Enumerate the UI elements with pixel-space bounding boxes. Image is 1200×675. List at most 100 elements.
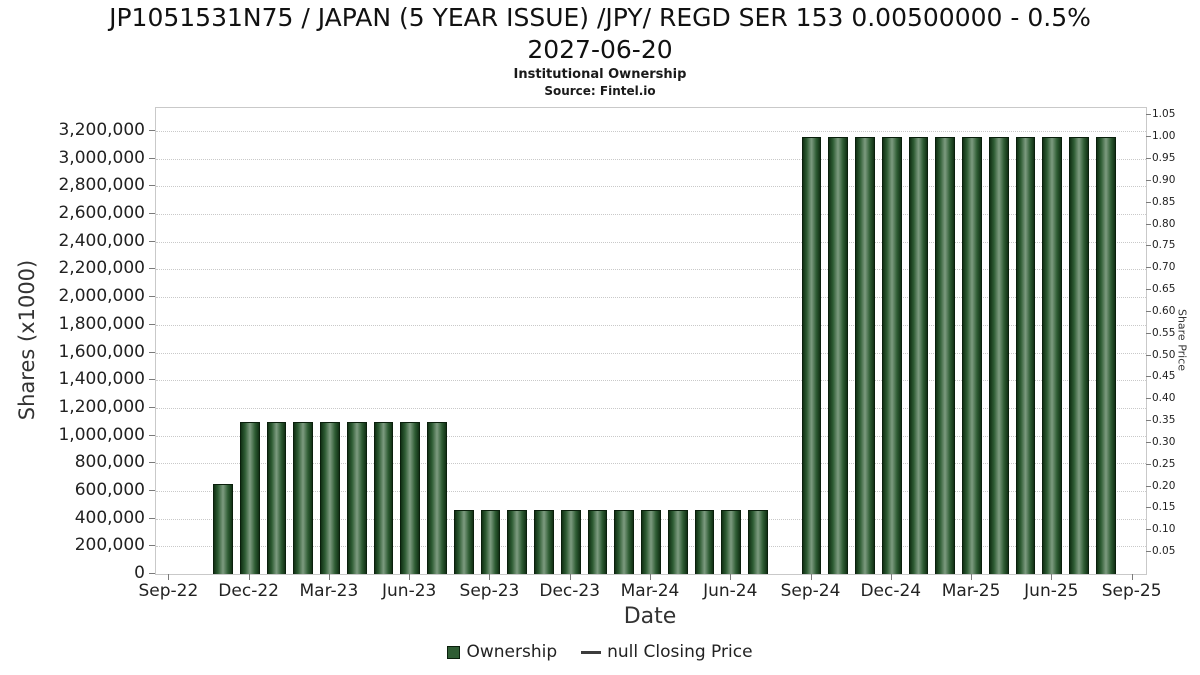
right-axis-tick-mark xyxy=(1146,529,1151,531)
ownership-bar xyxy=(908,136,929,574)
y-axis-tick-label: 1,400,000 xyxy=(58,369,145,390)
x-axis-tick-mark xyxy=(489,574,491,580)
right-axis-tick-mark xyxy=(1146,310,1151,312)
chart-title-line1: JP1051531N75 / JAPAN (5 YEAR ISSUE) /JPY… xyxy=(109,3,1091,32)
right-axis-tick-label: 0.40 xyxy=(1152,392,1176,405)
chart-title-line2: 2027-06-20 xyxy=(527,35,673,64)
x-axis-tick-mark xyxy=(409,574,411,580)
ownership-bar xyxy=(373,421,394,574)
y-axis-tick-label: 2,600,000 xyxy=(58,203,145,224)
ownership-bar xyxy=(400,421,421,574)
gridline xyxy=(156,158,1146,160)
gridline xyxy=(156,490,1146,492)
ownership-bar xyxy=(239,421,260,574)
gridline xyxy=(156,297,1146,299)
right-axis-tick-mark xyxy=(1146,267,1151,269)
x-axis-tick-label: Sep-25 xyxy=(1101,581,1162,601)
ownership-bar xyxy=(1042,136,1063,574)
y-axis-tick-mark xyxy=(149,323,155,325)
x-axis-tick-mark xyxy=(248,574,250,580)
x-axis-tick-label: Dec-24 xyxy=(860,581,922,601)
right-axis-tick-label: 0.60 xyxy=(1152,304,1176,317)
gridline xyxy=(156,435,1146,437)
ownership-bar xyxy=(855,136,875,574)
right-axis-tick-mark xyxy=(1146,136,1151,138)
x-axis-tick-label: Mar-24 xyxy=(620,581,680,601)
ownership-bar xyxy=(962,136,982,574)
gridline xyxy=(156,186,1146,188)
right-axis-tick-mark xyxy=(1146,223,1151,225)
gridline xyxy=(156,352,1146,354)
ownership-bar xyxy=(320,421,340,574)
x-axis-tick-mark xyxy=(1131,574,1133,580)
ownership-bar xyxy=(988,136,1009,574)
ownership-bar xyxy=(641,510,661,574)
y-axis-tick-label: 400,000 xyxy=(74,507,145,528)
y-axis-tick-label: 800,000 xyxy=(74,452,145,473)
right-axis-tick-label: 0.45 xyxy=(1152,370,1176,383)
x-axis-tick-mark xyxy=(650,574,651,580)
y-axis-tick-label: 2,800,000 xyxy=(58,175,145,196)
x-axis-tick-label: Jun-25 xyxy=(1024,581,1079,601)
right-axis-tick-mark xyxy=(1146,332,1151,334)
x-axis-tick-mark xyxy=(1051,574,1053,580)
x-axis-tick-mark xyxy=(971,574,973,580)
gridline xyxy=(156,241,1146,243)
x-axis-tick-label: Mar-23 xyxy=(299,581,359,601)
right-axis-tick-mark xyxy=(1146,398,1151,400)
y-axis-tick-mark xyxy=(149,157,155,159)
ownership-bar xyxy=(1069,136,1089,574)
ownership-legend-label: Ownership xyxy=(466,642,558,662)
gridline xyxy=(156,269,1146,271)
y-axis-tick-mark xyxy=(149,268,155,270)
x-axis-tick-mark xyxy=(730,574,732,580)
right-axis-tick-mark xyxy=(1146,376,1151,378)
chart-subtitle: Institutional Ownership xyxy=(513,67,687,82)
price-legend-line-icon xyxy=(581,650,602,654)
ownership-bar xyxy=(293,421,314,574)
legend: Ownership null Closing Price xyxy=(0,642,1200,662)
gridline xyxy=(156,214,1146,216)
right-axis-tick-label: 0.35 xyxy=(1152,414,1176,427)
right-axis-tick-label: 0.20 xyxy=(1152,479,1176,492)
plot-area xyxy=(155,107,1147,575)
y-axis-tick-label: 1,200,000 xyxy=(58,396,145,417)
ownership-bar xyxy=(935,136,956,574)
right-axis-tick-label: 0.70 xyxy=(1152,261,1176,274)
x-axis-tick-label: Mar-25 xyxy=(941,581,1001,601)
ownership-bar xyxy=(828,136,849,574)
ownership-bar xyxy=(721,510,742,574)
gridline xyxy=(156,324,1146,326)
right-axis-tick-mark xyxy=(1146,463,1151,465)
right-axis-tick-mark xyxy=(1146,157,1151,159)
x-axis-label: Date xyxy=(623,604,677,629)
y-axis-tick-mark xyxy=(149,489,155,491)
ownership-bar xyxy=(453,510,474,574)
y-axis-tick-label: 1,600,000 xyxy=(58,341,145,362)
ownership-legend-swatch xyxy=(447,645,461,659)
ownership-bar xyxy=(560,510,581,574)
gridline xyxy=(156,463,1146,465)
y-axis-tick-label: 1,800,000 xyxy=(58,313,145,334)
y-axis-tick-mark xyxy=(149,434,155,436)
ownership-bar xyxy=(427,421,447,574)
y-axis-tick-mark xyxy=(149,573,155,574)
right-axis-tick-label: 0.50 xyxy=(1152,348,1176,361)
right-axis-tick-mark xyxy=(1146,114,1151,116)
ownership-bar xyxy=(346,421,367,574)
right-axis-tick-label: 0.85 xyxy=(1152,195,1176,208)
right-axis-tick-label: 0.25 xyxy=(1152,457,1176,470)
right-axis-tick-mark xyxy=(1146,551,1151,553)
ownership-bar xyxy=(212,484,233,574)
price-legend-label: null Closing Price xyxy=(607,642,753,662)
x-axis-tick-label: Dec-22 xyxy=(218,581,279,601)
x-axis-tick-label: Sep-23 xyxy=(459,581,520,601)
right-axis-tick-label: 1.05 xyxy=(1152,108,1176,121)
right-axis-tick-mark xyxy=(1146,441,1151,443)
gridline xyxy=(156,407,1146,409)
x-axis-tick-mark xyxy=(810,574,812,580)
right-axis-tick-mark xyxy=(1146,507,1151,509)
ownership-bar xyxy=(1015,136,1036,574)
ownership-bar xyxy=(801,136,822,574)
